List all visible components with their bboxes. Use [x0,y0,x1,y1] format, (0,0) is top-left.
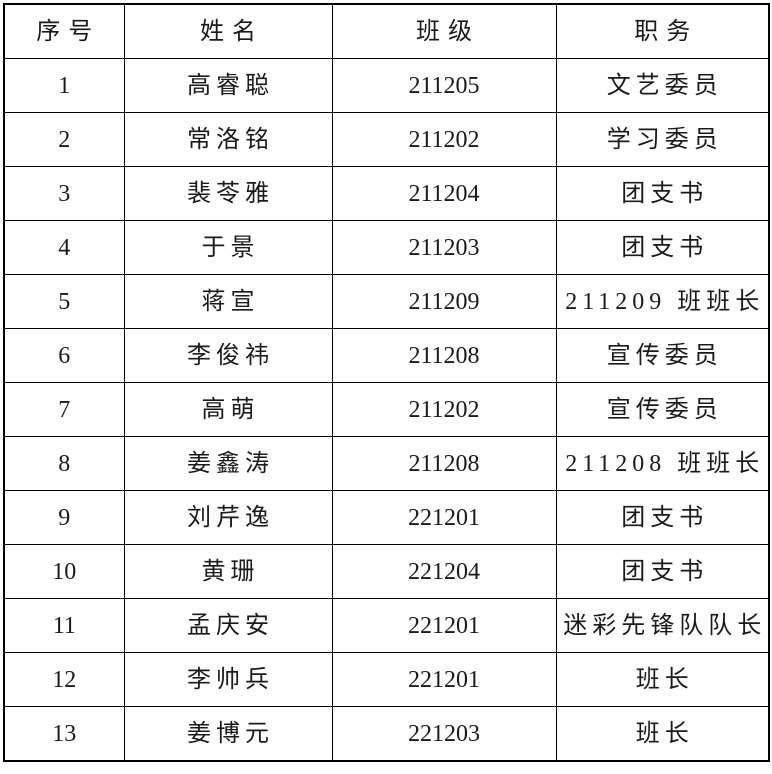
cell-class: 211202 [331,112,557,167]
header-row: 序号 姓名 班级 职务 [3,3,770,59]
cell-name: 高睿聪 [123,58,333,113]
cell-class: 211208 [331,436,557,491]
cell-index: 6 [3,328,125,383]
header-cell-class: 班级 [331,3,557,59]
cell-class: 211208 [331,328,557,383]
cell-class: 211209 [331,274,557,329]
table-row: 4 于景 211203 团支书 [3,220,770,275]
cell-index: 7 [3,382,125,437]
cell-index: 12 [3,652,125,707]
cell-class: 211205 [331,58,557,113]
cell-name: 姜鑫涛 [123,436,333,491]
cell-index: 2 [3,112,125,167]
cell-class: 221204 [331,544,557,599]
student-roster-table: 序号 姓名 班级 职务 1 高睿聪 211205 文艺委员 2 常洛铭 2112… [3,3,770,762]
cell-name: 黄珊 [123,544,333,599]
cell-name: 裴苓雅 [123,166,333,221]
table-row: 1 高睿聪 211205 文艺委员 [3,58,770,113]
cell-class: 211204 [331,166,557,221]
table-row: 10 黄珊 221204 团支书 [3,544,770,599]
cell-role: 团支书 [555,544,770,599]
header-cell-role: 职务 [555,3,770,59]
table-row: 9 刘芹逸 221201 团支书 [3,490,770,545]
cell-index: 11 [3,598,125,653]
cell-name: 高萌 [123,382,333,437]
cell-name: 刘芹逸 [123,490,333,545]
table-row: 8 姜鑫涛 211208 211208 班班长 [3,436,770,491]
cell-class: 211202 [331,382,557,437]
table-body: 1 高睿聪 211205 文艺委员 2 常洛铭 211202 学习委员 3 裴苓… [3,58,770,762]
table-row: 13 姜博元 221203 班长 [3,706,770,762]
cell-name: 李帅兵 [123,652,333,707]
cell-role: 团支书 [555,490,770,545]
cell-class: 221201 [331,490,557,545]
cell-index: 3 [3,166,125,221]
table-row: 11 孟庆安 221201 迷彩先锋队队长 [3,598,770,653]
cell-role: 211209 班班长 [555,274,770,329]
cell-role: 班长 [555,706,770,762]
table-row: 7 高萌 211202 宣传委员 [3,382,770,437]
cell-index: 1 [3,58,125,113]
cell-name: 常洛铭 [123,112,333,167]
cell-role: 班长 [555,652,770,707]
cell-role: 宣传委员 [555,328,770,383]
cell-role: 迷彩先锋队队长 [555,598,770,653]
cell-name: 姜博元 [123,706,333,762]
cell-class: 221201 [331,598,557,653]
table-row: 12 李帅兵 221201 班长 [3,652,770,707]
cell-role: 团支书 [555,220,770,275]
cell-class: 221201 [331,652,557,707]
cell-name: 孟庆安 [123,598,333,653]
cell-index: 5 [3,274,125,329]
header-cell-name: 姓名 [123,3,333,59]
table-row: 2 常洛铭 211202 学习委员 [3,112,770,167]
table-row: 5 蒋宣 211209 211209 班班长 [3,274,770,329]
cell-name: 于景 [123,220,333,275]
cell-name: 蒋宣 [123,274,333,329]
cell-class: 221203 [331,706,557,762]
cell-role: 团支书 [555,166,770,221]
cell-index: 8 [3,436,125,491]
cell-role: 学习委员 [555,112,770,167]
table-row: 6 李俊祎 211208 宣传委员 [3,328,770,383]
cell-name: 李俊祎 [123,328,333,383]
cell-index: 9 [3,490,125,545]
header-cell-index: 序号 [3,3,125,59]
cell-class: 211203 [331,220,557,275]
cell-role: 文艺委员 [555,58,770,113]
table-row: 3 裴苓雅 211204 团支书 [3,166,770,221]
cell-index: 4 [3,220,125,275]
cell-role: 宣传委员 [555,382,770,437]
cell-index: 10 [3,544,125,599]
cell-role: 211208 班班长 [555,436,770,491]
cell-index: 13 [3,706,125,762]
